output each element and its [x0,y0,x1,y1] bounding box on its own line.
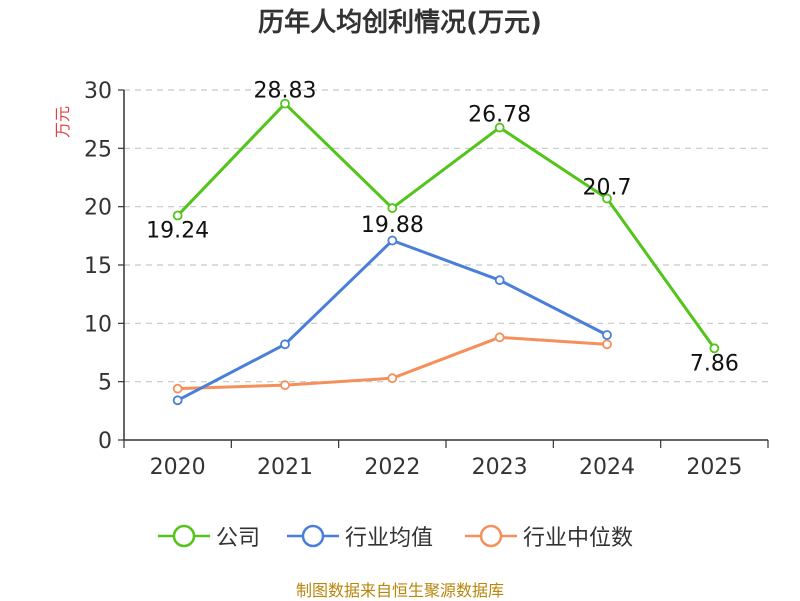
data-point-industry-median [280,380,290,391]
legend-industry-median-line-icon [465,524,517,548]
x-tick-label: 2024 [579,455,635,480]
data-label: 28.83 [254,79,317,104]
x-tick-label: 2022 [364,455,420,480]
data-point-company [280,98,290,109]
data-label: 20.7 [583,176,632,201]
data-label: 19.24 [146,219,209,244]
series-layer [172,98,720,406]
data-point-company [709,343,720,354]
data-label: 19.88 [361,213,424,238]
legend-label-industry-median: 行业中位数 [523,526,634,551]
y-tick-label: 15 [84,254,112,279]
data-point-industry-avg [387,235,398,246]
y-tick-label: 20 [84,196,112,221]
data-point-industry-median [602,339,612,350]
legend-label-company: 公司 [216,526,261,551]
data-point-industry-avg [602,330,612,340]
y-tick-label: 5 [98,371,112,396]
y-tick-label: 30 [84,79,112,104]
y-tick-label: 0 [98,429,112,454]
data-label-layer: 19.24 28.83 19.88 26.78 20.7 7.86 [146,79,739,377]
x-tick-label: 2021 [257,455,313,480]
data-label: 26.78 [468,103,531,128]
data-point-company [387,203,398,213]
data-point-industry-median [172,383,183,394]
x-tick-label: 2023 [472,455,528,480]
x-tick-label: 2020 [150,455,206,480]
x-tick-label: 2025 [686,455,742,480]
data-point-industry-median [494,332,505,343]
y-tick-label: 10 [84,312,112,337]
legend-industry-avg-line-icon [287,524,339,548]
data-point-industry-avg [280,339,290,350]
legend-item-company[interactable]: 公司 [158,520,260,552]
chart-title: 历年人均创利情况(万元) [258,8,542,38]
legend-item-industry-median[interactable]: 行业中位数 [465,520,633,552]
data-point-company [602,193,612,204]
data-point-industry-avg [494,275,505,286]
legend-label-industry-avg: 行业均值 [345,526,434,551]
series-line-company [176,102,716,350]
y-axis-label: 万元 [53,106,72,138]
y-tick-label: 25 [84,137,112,162]
data-label: 7.86 [690,351,739,376]
grid-layer [124,89,768,383]
data-point-industry-median [387,373,398,384]
data-point-company [172,210,183,221]
legend-item-industry-avg[interactable]: 行业均值 [287,520,433,552]
data-point-company [494,122,505,133]
source-footer: 制图数据来自恒生聚源数据库 [295,581,504,600]
legend-company-line-icon [158,524,210,548]
data-point-industry-avg [172,395,183,406]
